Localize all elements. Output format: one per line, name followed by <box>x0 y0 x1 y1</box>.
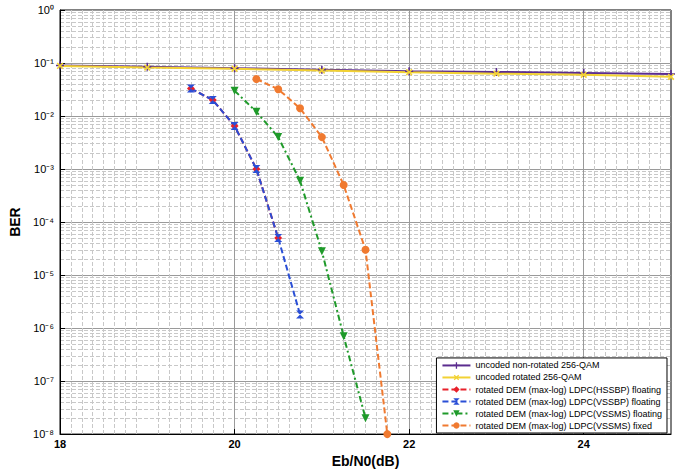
svg-text:10⁻²: 10⁻² <box>34 110 54 122</box>
svg-text:10⁻⁴: 10⁻⁴ <box>33 216 54 228</box>
svg-text:10⁻¹: 10⁻¹ <box>34 57 54 69</box>
svg-text:rotated DEM (max-log) LDPC(VSS: rotated DEM (max-log) LDPC(VSSMS) floati… <box>475 409 662 419</box>
svg-text:10⁻⁵: 10⁻⁵ <box>33 269 54 281</box>
svg-text:BER: BER <box>7 207 23 237</box>
svg-text:10⁻⁶: 10⁻⁶ <box>33 322 54 334</box>
svg-text:rotated DEM (max-log) LDPC(HSS: rotated DEM (max-log) LDPC(HSSBP) floati… <box>475 385 661 395</box>
svg-text:22: 22 <box>403 438 415 450</box>
svg-text:24: 24 <box>578 438 591 450</box>
svg-text:10⁻³: 10⁻³ <box>34 163 54 175</box>
svg-text:uncoded rotated 256-QAM: uncoded rotated 256-QAM <box>475 372 581 382</box>
svg-text:rotated DEM (max-log) LDPC(VSS: rotated DEM (max-log) LDPC(VSSMS) fixed <box>475 421 652 431</box>
svg-text:18: 18 <box>54 438 66 450</box>
svg-text:20: 20 <box>228 438 240 450</box>
svg-text:10⁻⁷: 10⁻⁷ <box>34 375 54 387</box>
svg-text:10⁻⁸: 10⁻⁸ <box>33 428 54 440</box>
svg-text:Eb/N0(dB): Eb/N0(dB) <box>332 453 400 469</box>
svg-text:10⁰: 10⁰ <box>38 4 54 16</box>
svg-text:rotated DEM (max-log) LDPC(VSS: rotated DEM (max-log) LDPC(VSSBP) floati… <box>475 397 660 407</box>
svg-text:uncoded non-rotated 256-QAM: uncoded non-rotated 256-QAM <box>475 360 599 370</box>
